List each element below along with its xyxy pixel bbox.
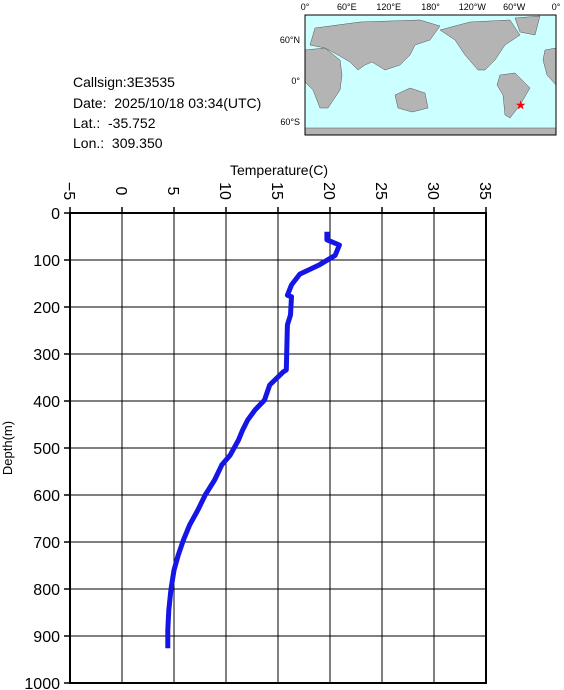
y-tick-label: 400 [33, 394, 60, 411]
land [304, 127, 557, 136]
land [439, 19, 521, 71]
map-lon-label: 60°E [337, 2, 357, 12]
x-tick-label: −5 [60, 182, 77, 200]
y-tick-label: 200 [33, 300, 60, 317]
map-lon-label: 0° [552, 2, 561, 12]
x-tick-label: 30 [424, 182, 441, 200]
map-lat-label: 0° [291, 76, 300, 86]
land [309, 19, 441, 71]
land [394, 87, 429, 113]
land [304, 47, 343, 109]
y-tick-label: 1000 [24, 676, 60, 690]
y-axis-title: Depth(m) [0, 421, 15, 475]
map-frame [304, 14, 557, 136]
date: Date: 2025/10/18 03:34(UTC) [73, 95, 261, 111]
map-lon-label: 60°W [503, 2, 526, 12]
plot-frame [69, 212, 487, 684]
longitude: Lon.: 309.350 [73, 135, 163, 151]
y-tick-label: 700 [33, 535, 60, 552]
x-axis-title: Temperature(C) [230, 162, 328, 178]
x-tick-label: 0 [112, 187, 129, 196]
x-tick-label: 35 [476, 182, 493, 200]
x-tick-label: 25 [372, 182, 389, 200]
callsign: Callsign:3E3535 [73, 74, 175, 90]
land [514, 15, 541, 36]
land [496, 72, 531, 119]
y-tick-label: 800 [33, 582, 60, 599]
map-lon-label: 120°E [376, 2, 401, 12]
y-tick-label: 100 [33, 253, 60, 270]
x-tick-label: 15 [268, 182, 285, 200]
station-marker [515, 100, 526, 110]
map-lon-label: 0° [301, 2, 310, 12]
y-tick-label: 300 [33, 347, 60, 364]
land [542, 47, 557, 86]
profile-line [165, 231, 342, 649]
y-tick-label: 0 [51, 206, 60, 223]
y-tick-label: 500 [33, 441, 60, 458]
map-lon-label: 180° [421, 2, 440, 12]
x-tick-label: 10 [216, 182, 233, 200]
latitude: Lat.: -35.752 [73, 115, 156, 131]
y-tick-label: 900 [33, 629, 60, 646]
x-tick-label: 20 [320, 182, 337, 200]
map-lat-label: 60°S [280, 117, 300, 127]
map-lon-label: 120°W [459, 2, 487, 12]
x-tick-label: 5 [164, 187, 181, 196]
world-map [304, 14, 557, 136]
map-lat-label: 60°N [280, 35, 300, 45]
y-tick-label: 600 [33, 488, 60, 505]
